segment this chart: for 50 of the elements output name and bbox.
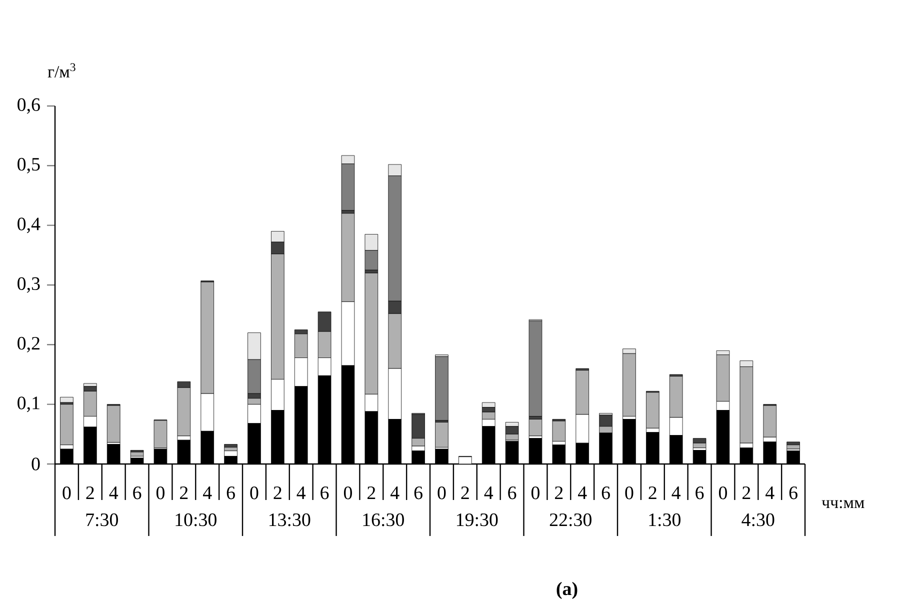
text: 19:30 (456, 513, 498, 526)
x-tick-label: 4 (390, 486, 400, 499)
x-tick-label: 6 (414, 486, 422, 500)
x-tick-label: 4 (578, 486, 587, 499)
x-tick-label: 6 (696, 486, 704, 500)
y-axis-title: г/м$^{3}$ (48, 63, 76, 78)
text: 7:30 (86, 513, 118, 526)
text: 1:30 (649, 513, 680, 526)
x-tick-label: 2 (274, 486, 282, 500)
x-tick-label: 2 (180, 486, 188, 500)
y-tick-label: 0,3 (18, 277, 40, 293)
x-tick-label: 4 (484, 486, 494, 499)
y-tick-label: 0,5 (18, 158, 40, 174)
text: 4:30 (742, 513, 774, 526)
text: 22:30 (550, 513, 592, 526)
y-tick-label: 0,2 (18, 336, 40, 352)
y-tick-label: 0 (32, 458, 40, 470)
x-tick-label: 2 (742, 486, 750, 500)
text: 16:30 (363, 513, 404, 526)
x-tick-label: 4 (202, 486, 212, 499)
x-tick-label: 2 (648, 486, 656, 500)
x-tick-label: 6 (508, 486, 516, 500)
x-tick-label: 2 (86, 486, 94, 500)
x-tick-label: 0 (156, 486, 164, 500)
x-tick-label: 6 (789, 486, 798, 500)
x-tick-label: 4 (109, 486, 118, 499)
x-tick-label: 6 (133, 486, 142, 500)
x-tick-label: 6 (602, 486, 610, 500)
x-tick-label: 0 (625, 486, 634, 500)
x-tick-label: 0 (438, 486, 446, 500)
x-tick-label: 6 (226, 486, 235, 500)
text: 10:30 (176, 513, 216, 526)
text: 13:30 (269, 513, 310, 526)
y-tick-label: 0,1 (18, 396, 40, 412)
x-tick-label: 2 (461, 486, 469, 500)
y-tick-label: 0,6 (18, 98, 40, 114)
x-tick-label: 4 (766, 486, 774, 499)
x-tick-label: 0 (531, 486, 540, 500)
y-tick-label: 0,4 (18, 218, 40, 234)
x-axis-title: чч:мм (822, 500, 864, 508)
x-tick-label: 2 (555, 486, 563, 500)
x-tick-label: 6 (320, 486, 329, 500)
x-tick-label: 2 (368, 486, 376, 500)
x-tick-label: 4 (672, 486, 681, 499)
x-tick-label: 4 (296, 486, 306, 499)
x-tick-label: 0 (250, 486, 258, 500)
text: (a) (556, 582, 578, 600)
x-tick-label: 0 (718, 486, 727, 500)
x-tick-label: 0 (62, 486, 71, 500)
x-tick-label: 0 (344, 486, 352, 500)
